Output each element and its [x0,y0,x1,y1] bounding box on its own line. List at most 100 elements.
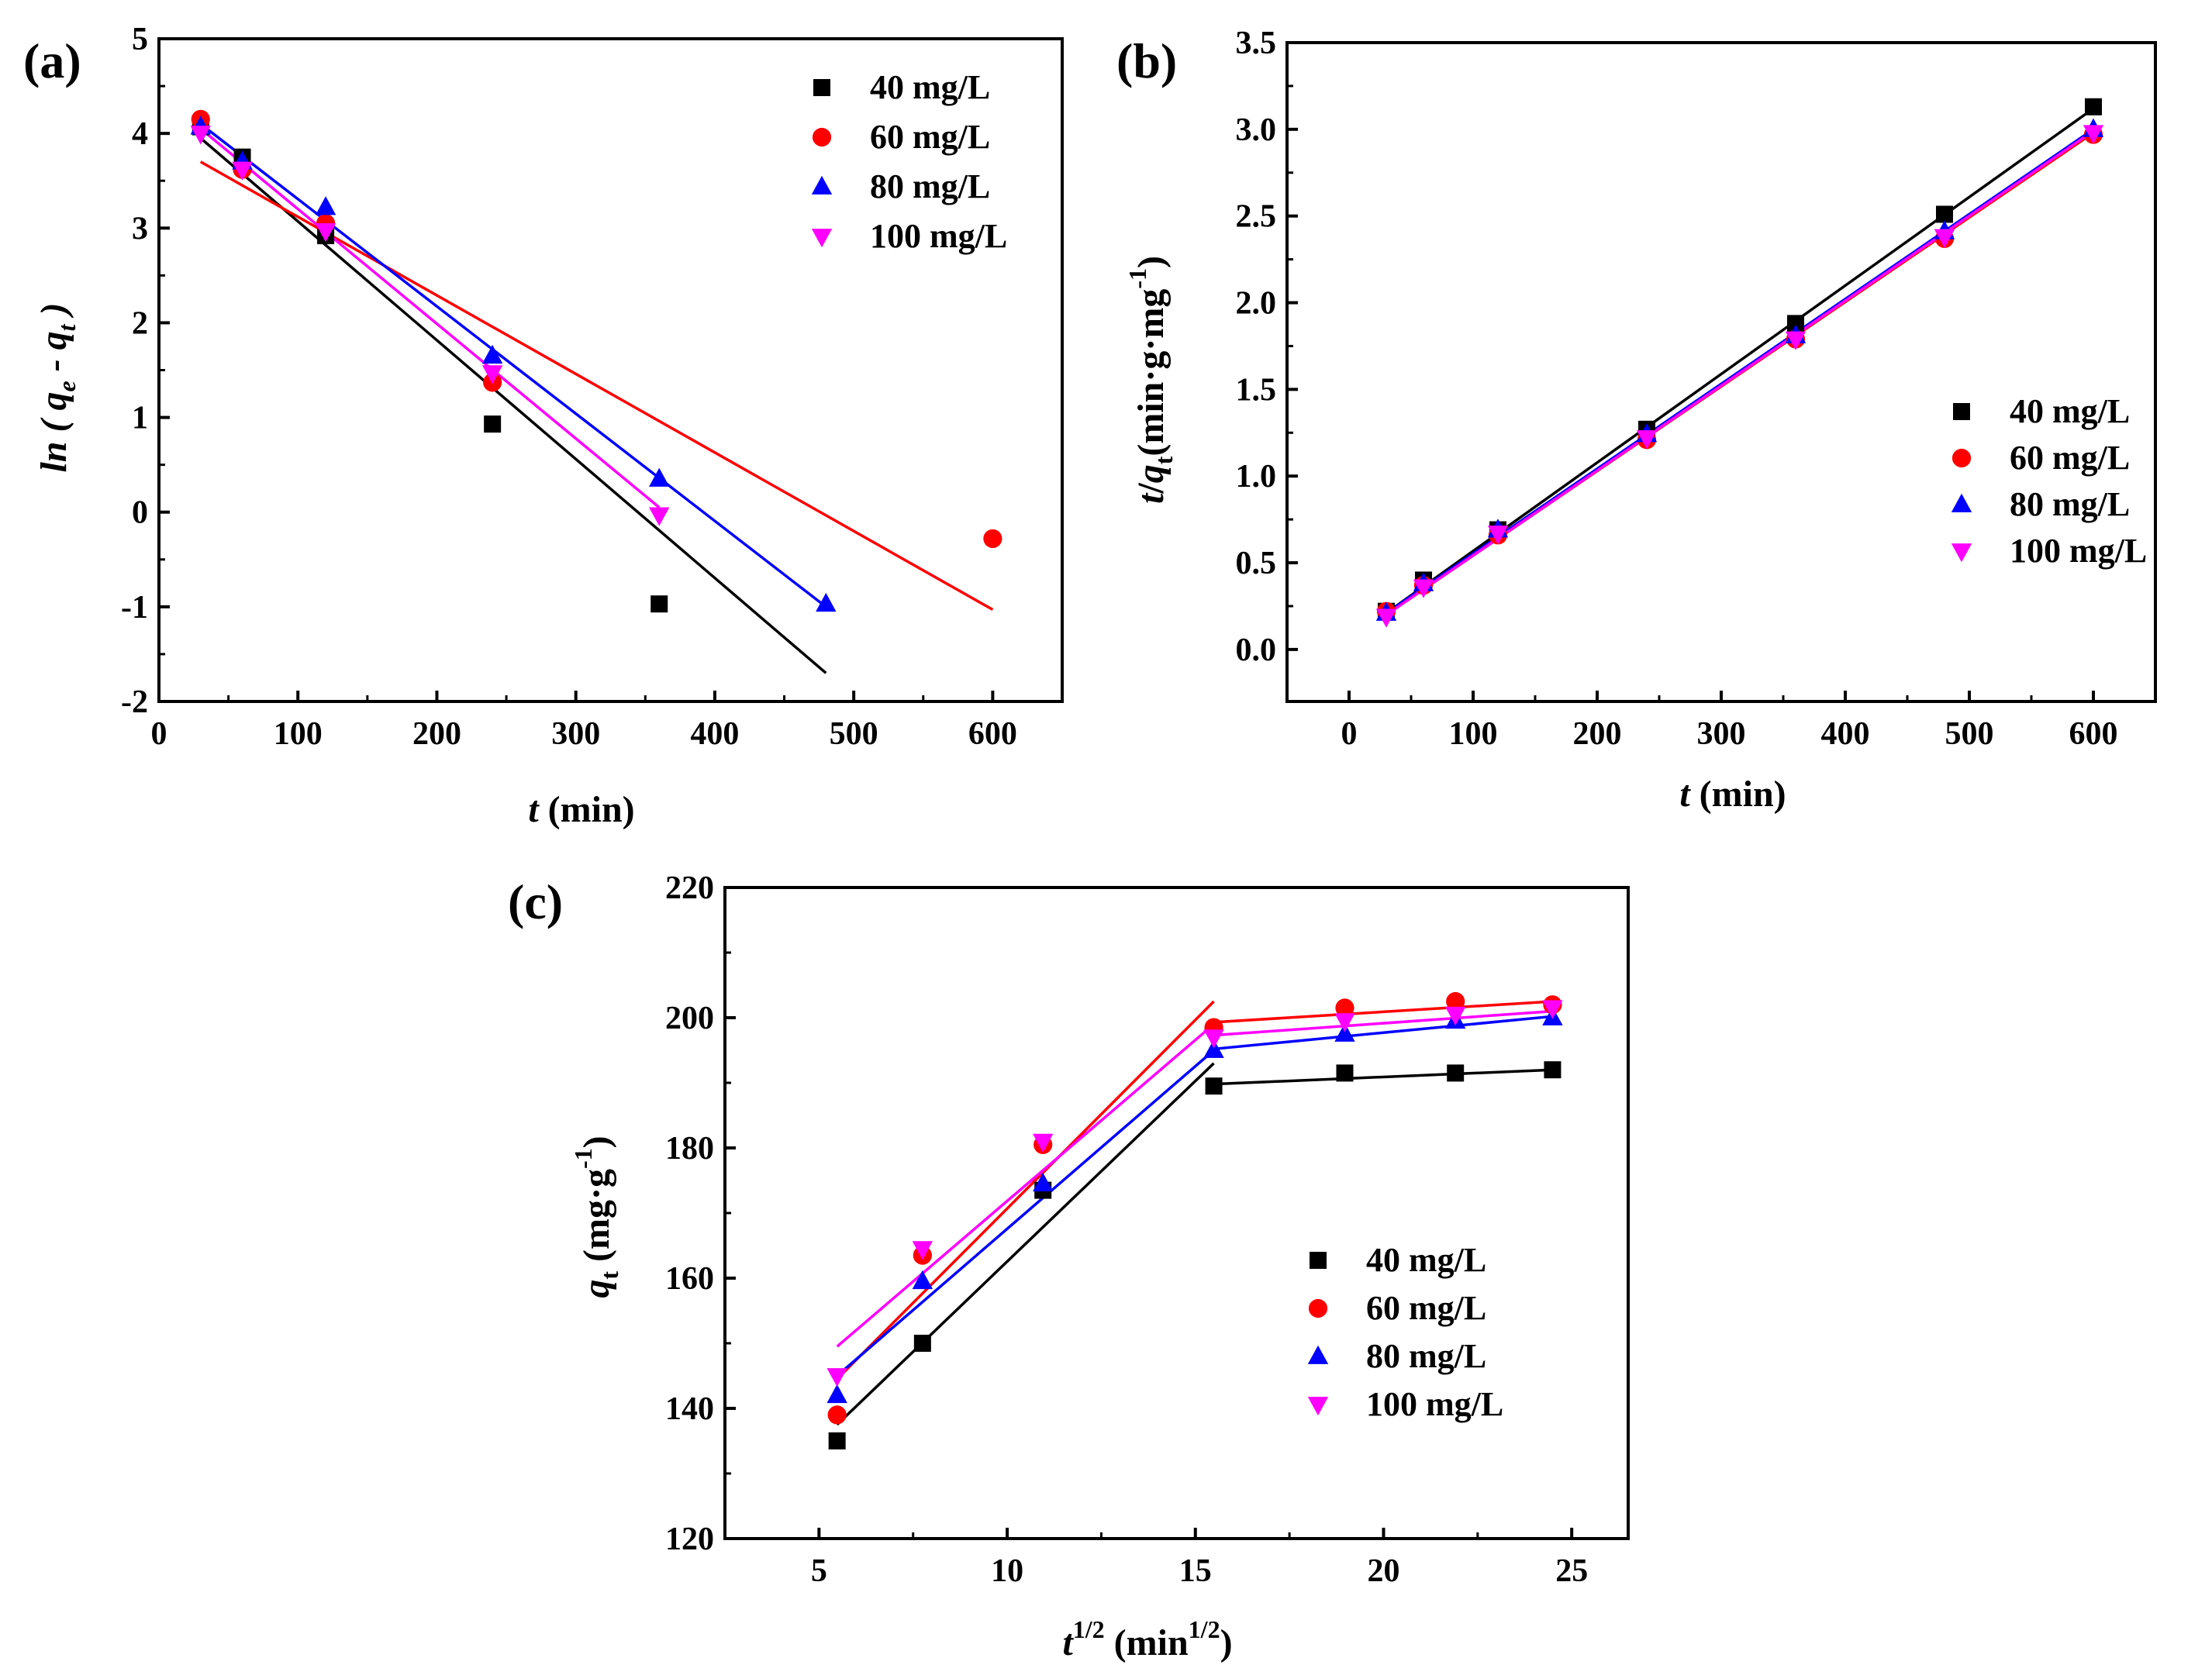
panel-a-point-40mgL [650,595,668,613]
panel-a-point-60mgL [983,529,1002,549]
panel-a-point-100mgL [190,126,211,145]
panel-a-point-100mgL [649,507,670,526]
panel-a-fit-line-100mgL [199,127,661,508]
panel-a-y-tick-label: 3 [132,211,148,246]
panel-b-legend-marker [1951,543,1972,563]
panel-c-legend-label: 100 mg/L [1366,1385,1503,1423]
panel-c-point-80mgL [826,1384,847,1404]
panel-b-x-tick-label: 0 [1341,716,1358,752]
panel-b-legend-marker [1951,448,1972,468]
panel-c-x-tick-label: 10 [991,1553,1023,1589]
panel-a-legend-marker [811,175,833,195]
panel-c-legend-marker [1310,1252,1327,1269]
panel-c-y-tick-label: 180 [665,1131,714,1167]
panel-c-plot-area [723,886,1630,1540]
panel-a-legend-marker [812,127,832,147]
panel-c-chart: (c) 5 10 15 20 25 120 140 160 180 200 220 t1/2 (m… [508,870,1630,1663]
panel-a-point-80mgL [315,196,336,215]
panel-a-chart: (a) 0 100 200 300 400 500 600 -2 -1 0 1 2 3 4 5 t (mi… [23,22,1064,830]
panel-c-point-100mgL [1032,1133,1054,1153]
panel-a-x-tick-label: 0 [151,716,167,752]
panel-a-legend-label: 100 mg/L [870,217,1007,255]
panel-c-y-ticks: 120 140 160 180 200 220 [665,870,736,1557]
panel-a-y-tick-label: 4 [132,116,148,152]
panel-b-point-100mgL [1487,526,1509,545]
panel-c-point-100mgL [1444,1006,1466,1026]
panel-b-y-tick-label: 2.0 [1236,286,1277,322]
panel-a-point-80mgL [816,592,837,612]
panel-b-legend-label: 100 mg/L [2010,532,2147,570]
panel-a-legend-marker [813,79,830,96]
panel-b-chart: (b) 0 100 200 300 400 500 600 0.0 0.5 1.0 1.5 2.0 2… [1116,26,2157,815]
panel-c-point-100mgL [912,1241,933,1260]
panel-a-fit-line-80mgL [199,122,827,608]
panel-c-legend-marker [1307,1345,1329,1364]
panel-a-x-tick-label: 500 [830,716,878,752]
panel-c-fit-line-60mgL [1213,1000,1553,1024]
panel-b-point-40mgL [1936,205,1953,223]
panel-b-point-100mgL [1785,331,1807,350]
panel-b-y-tick-label: 0.0 [1236,632,1277,668]
panel-c-x-tick-label: 25 [1555,1553,1588,1589]
panel-a-x-tick-label: 300 [551,716,600,752]
panel-a-x-ticks: 0 100 200 300 400 500 600 [151,691,1017,752]
panel-c-point-40mgL [913,1335,931,1352]
panel-a-x-tick-label: 600 [968,716,1017,752]
panel-a-point-100mgL [481,365,503,384]
panel-b-y-tick-label: 1.5 [1236,372,1277,408]
panel-c-point-40mgL [1447,1064,1465,1082]
panel-a-fit-line-40mgL [199,136,827,674]
panel-a-legend-label: 40 mg/L [870,68,990,106]
panel-c-point-40mgL [828,1432,846,1449]
panel-a-y-axis-title: ln ( qe - qt ) [33,302,81,472]
panel-c-x-ticks: 5 10 15 20 25 [811,1528,1588,1589]
panel-c-legend-label: 60 mg/L [1366,1289,1486,1327]
panel-b-x-ticks: 0 100 200 300 400 500 600 [1341,691,2118,752]
panel-b-x-tick-label: 400 [1821,716,1870,752]
panel-a-y-tick-label: -1 [121,590,148,626]
panel-b-legend-label: 80 mg/L [2010,485,2130,523]
panel-a-x-tick-label: 100 [274,716,323,752]
panel-b-legend-label: 40 mg/L [2010,392,2130,430]
panel-a-x-axis-title: t (min) [528,789,634,830]
panel-c-point-60mgL [1335,998,1354,1018]
panel-c-legend-label: 80 mg/L [1366,1337,1486,1375]
panel-c-point-40mgL [1205,1077,1223,1095]
panel-b-legend-marker [1953,403,1970,420]
panel-c-x-tick-label: 15 [1179,1553,1212,1589]
panel-c-fit-line-40mgL [1213,1068,1553,1086]
panel-a-y-ticks: -2 -1 0 1 2 3 4 5 [121,22,170,720]
panel-c-x-tick-label: 20 [1367,1553,1399,1589]
panel-a-y-tick-label: -2 [121,684,148,720]
panel-c-legend-label: 40 mg/L [1366,1241,1486,1279]
panel-a-y-tick-label: 0 [132,495,148,531]
panel-c-fit-line-60mgL [836,1000,1215,1380]
panel-b-x-axis-title: t (min) [1679,774,1786,815]
panel-c-point-60mgL [1446,991,1465,1012]
panel-b-point-100mgL [1636,430,1658,450]
panel-a-legend-label: 80 mg/L [870,167,990,205]
panel-c-y-tick-label: 200 [665,1001,714,1036]
panel-c-point-100mgL [826,1368,847,1387]
panel-b-y-tick-label: 3.5 [1236,26,1277,61]
panel-c-point-40mgL [1544,1061,1562,1079]
panel-b-point-100mgL [1375,608,1397,628]
panel-a-point-80mgL [481,344,503,364]
panel-b-legend: 40 mg/L 60 mg/L 80 mg/L 100 mg/L [1951,392,2147,570]
panel-b-y-axis-title: t/qt(min·g·mg-1) [1123,256,1178,504]
panel-b-y-tick-label: 1.0 [1236,459,1277,495]
panel-b-x-tick-label: 500 [1945,716,1994,752]
panel-c-point-60mgL [827,1405,847,1425]
panel-a-point-100mgL [315,223,336,243]
panel-a-point-40mgL [484,415,502,433]
panel-b-label: (b) [1116,33,1177,88]
panel-c-point-40mgL [1336,1064,1354,1082]
panel-c-point-100mgL [1542,1000,1563,1019]
panel-b-point-40mgL [1787,315,1804,333]
panel-c-fit-line-40mgL [836,1062,1215,1426]
panel-b-legend-marker [1951,493,1972,512]
panel-a-x-tick-label: 400 [690,716,739,752]
panel-c-point-80mgL [1334,1022,1355,1042]
panel-a-y-tick-label: 1 [132,401,148,436]
